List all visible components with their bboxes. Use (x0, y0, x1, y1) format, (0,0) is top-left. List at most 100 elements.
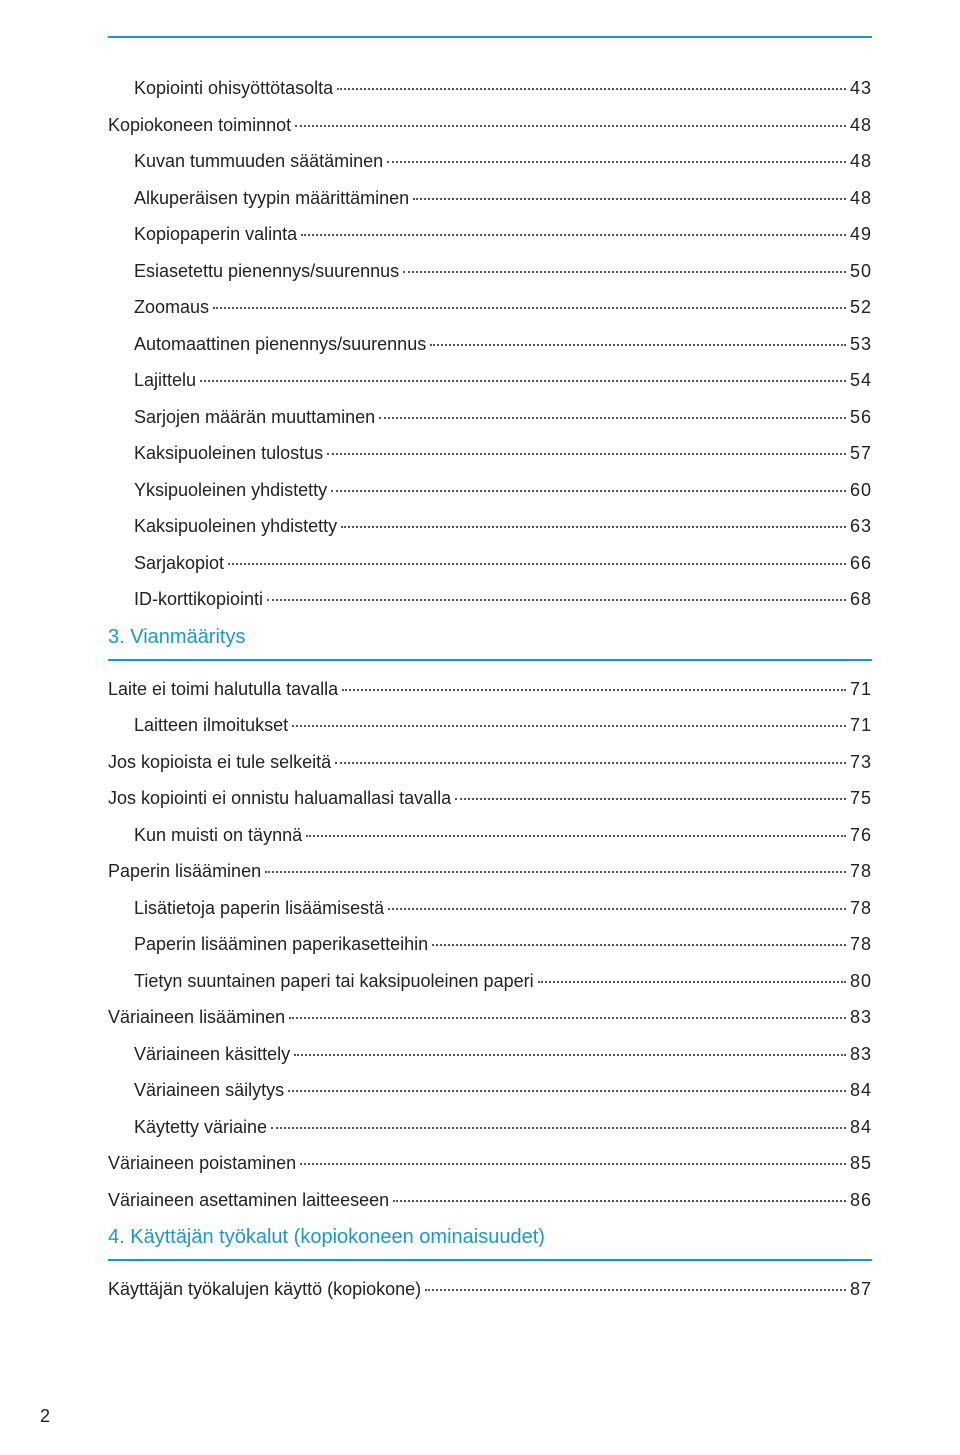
toc-entry-label: Laitteen ilmoitukset (134, 715, 288, 736)
toc-leader-dots (295, 125, 846, 127)
toc-entry: Paperin lisääminen 78 (108, 861, 872, 882)
toc-entry-page: 48 (850, 151, 872, 172)
toc-entry: Jos kopiointi ei onnistu haluamallasi ta… (108, 788, 872, 809)
toc-entry-page: 50 (850, 261, 872, 282)
toc-entry-page: 56 (850, 407, 872, 428)
toc-entry: Kopiokoneen toiminnot 48 (108, 115, 872, 136)
toc-entry: ID-korttikopiointi68 (134, 589, 872, 610)
toc-leader-dots (271, 1127, 846, 1129)
toc-leader-dots (200, 380, 846, 382)
toc-entry: Käytetty väriaine84 (134, 1117, 872, 1138)
toc-leader-dots (387, 161, 846, 163)
toc-leader-dots (393, 1200, 846, 1202)
toc-entry-page: 48 (850, 115, 872, 136)
toc-entry: Käyttäjän työkalujen käyttö (kopiokone) 8… (108, 1279, 872, 1300)
toc-entry-label: ID-korttikopiointi (134, 589, 263, 610)
toc-leader-dots (331, 490, 846, 492)
toc-entry: Tietyn suuntainen paperi tai kaksipuolei… (134, 971, 872, 992)
toc-entry-page: 75 (850, 788, 872, 809)
toc-leader-dots (292, 725, 846, 727)
toc-entry: Laite ei toimi halutulla tavalla71 (108, 679, 872, 700)
toc-leader-dots (267, 599, 846, 601)
toc-entry-label: Käyttäjän työkalujen käyttö (kopiokone) (108, 1279, 421, 1300)
toc-entry: Väriaineen poistaminen 85 (108, 1153, 872, 1174)
toc-leader-dots (327, 453, 846, 455)
toc-entry: Kopiointi ohisyöttötasolta43 (134, 78, 872, 99)
section-heading: 4. Käyttäjän työkalut (kopiokoneen omina… (108, 1226, 872, 1249)
toc-entry-page: 87 (850, 1279, 872, 1300)
toc-entry-label: Automaattinen pienennys/suurennus (134, 334, 426, 355)
toc-leader-dots (289, 1017, 846, 1019)
toc-entry-label: Väriaineen poistaminen (108, 1153, 296, 1174)
toc-entry-label: Sarjojen määrän muuttaminen (134, 407, 375, 428)
toc-leader-dots (342, 689, 846, 691)
toc-entry-page: 84 (850, 1080, 872, 1101)
toc-entry-label: Paperin lisääminen (108, 861, 261, 882)
toc-entry-page: 78 (850, 861, 872, 882)
toc-leader-dots (379, 417, 846, 419)
toc-entry-label: Kopiointi ohisyöttötasolta (134, 78, 333, 99)
toc-leader-dots (538, 981, 846, 983)
toc-entry-label: Lajittelu (134, 370, 196, 391)
toc-entry-page: 85 (850, 1153, 872, 1174)
toc-entry: Lisätietoja paperin lisäämisestä 78 (134, 898, 872, 919)
toc-leader-dots (455, 798, 846, 800)
toc-leader-dots (413, 198, 846, 200)
toc-leader-dots (301, 234, 846, 236)
toc-entry: Sarjakopiot 66 (134, 553, 872, 574)
toc-entry-page: 60 (850, 480, 872, 501)
toc-entry-label: Sarjakopiot (134, 553, 224, 574)
toc-entry: Väriaineen käsittely83 (134, 1044, 872, 1065)
toc-entry-label: Väriaineen asettaminen laitteeseen (108, 1190, 389, 1211)
toc-entry-page: 78 (850, 898, 872, 919)
toc-entry-page: 52 (850, 297, 872, 318)
toc-leader-dots (300, 1163, 846, 1165)
toc-entry-label: Kuvan tummuuden säätäminen (134, 151, 383, 172)
toc-entry-label: Kaksipuoleinen tulostus (134, 443, 323, 464)
toc-entry-page: 86 (850, 1190, 872, 1211)
toc-entry-label: Zoomaus (134, 297, 209, 318)
page: Kopiointi ohisyöttötasolta43 Kopiokoneen … (0, 0, 960, 1455)
toc-entry-label: Jos kopiointi ei onnistu haluamallasi ta… (108, 788, 451, 809)
toc-entry: Esiasetettu pienennys/suurennus 50 (134, 261, 872, 282)
toc-leader-dots (294, 1054, 846, 1056)
toc-entry: Alkuperäisen tyypin määrittäminen48 (134, 188, 872, 209)
toc-entry-label: Kopiokoneen toiminnot (108, 115, 291, 136)
toc-entry-page: 83 (850, 1007, 872, 1028)
toc-entry-page: 78 (850, 934, 872, 955)
toc-entry-page: 84 (850, 1117, 872, 1138)
toc-entry-page: 76 (850, 825, 872, 846)
toc-entry-page: 48 (850, 188, 872, 209)
toc-entry-label: Esiasetettu pienennys/suurennus (134, 261, 399, 282)
toc-entry: Automaattinen pienennys/suurennus53 (134, 334, 872, 355)
toc-entry-label: Väriaineen käsittely (134, 1044, 290, 1065)
top-rule (108, 36, 872, 38)
toc-entry: Väriaineen säilytys 84 (134, 1080, 872, 1101)
toc-entry-label: Kopiopaperin valinta (134, 224, 297, 245)
toc-entry: Väriaineen lisääminen83 (108, 1007, 872, 1028)
toc-entry-label: Yksipuoleinen yhdistetty (134, 480, 327, 501)
toc-leader-dots (403, 271, 846, 273)
toc-entry: Kuvan tummuuden säätäminen 48 (134, 151, 872, 172)
toc-entry-label: Paperin lisääminen paperikasetteihin (134, 934, 428, 955)
toc-leader-dots (288, 1090, 846, 1092)
toc-entry: Kun muisti on täynnä76 (134, 825, 872, 846)
section-rule (108, 659, 872, 661)
toc-entry-page: 57 (850, 443, 872, 464)
section-rule (108, 1259, 872, 1261)
toc-entry-label: Väriaineen säilytys (134, 1080, 284, 1101)
toc-entry-label: Lisätietoja paperin lisäämisestä (134, 898, 384, 919)
toc-leader-dots (432, 944, 846, 946)
toc-entry-page: 63 (850, 516, 872, 537)
toc-entry-page: 49 (850, 224, 872, 245)
toc-entry-page: 66 (850, 553, 872, 574)
section-heading: 3. Vianmääritys (108, 626, 872, 649)
toc-entry-page: 71 (850, 715, 872, 736)
toc-leader-dots (265, 871, 846, 873)
toc-entry-page: 73 (850, 752, 872, 773)
page-footer-number: 2 (40, 1406, 50, 1427)
table-of-contents: Kopiointi ohisyöttötasolta43 Kopiokoneen … (108, 78, 872, 1300)
toc-entry-label: Laite ei toimi halutulla tavalla (108, 679, 338, 700)
toc-entry: Paperin lisääminen paperikasetteihin 78 (134, 934, 872, 955)
toc-entry: Yksipuoleinen yhdistetty 60 (134, 480, 872, 501)
